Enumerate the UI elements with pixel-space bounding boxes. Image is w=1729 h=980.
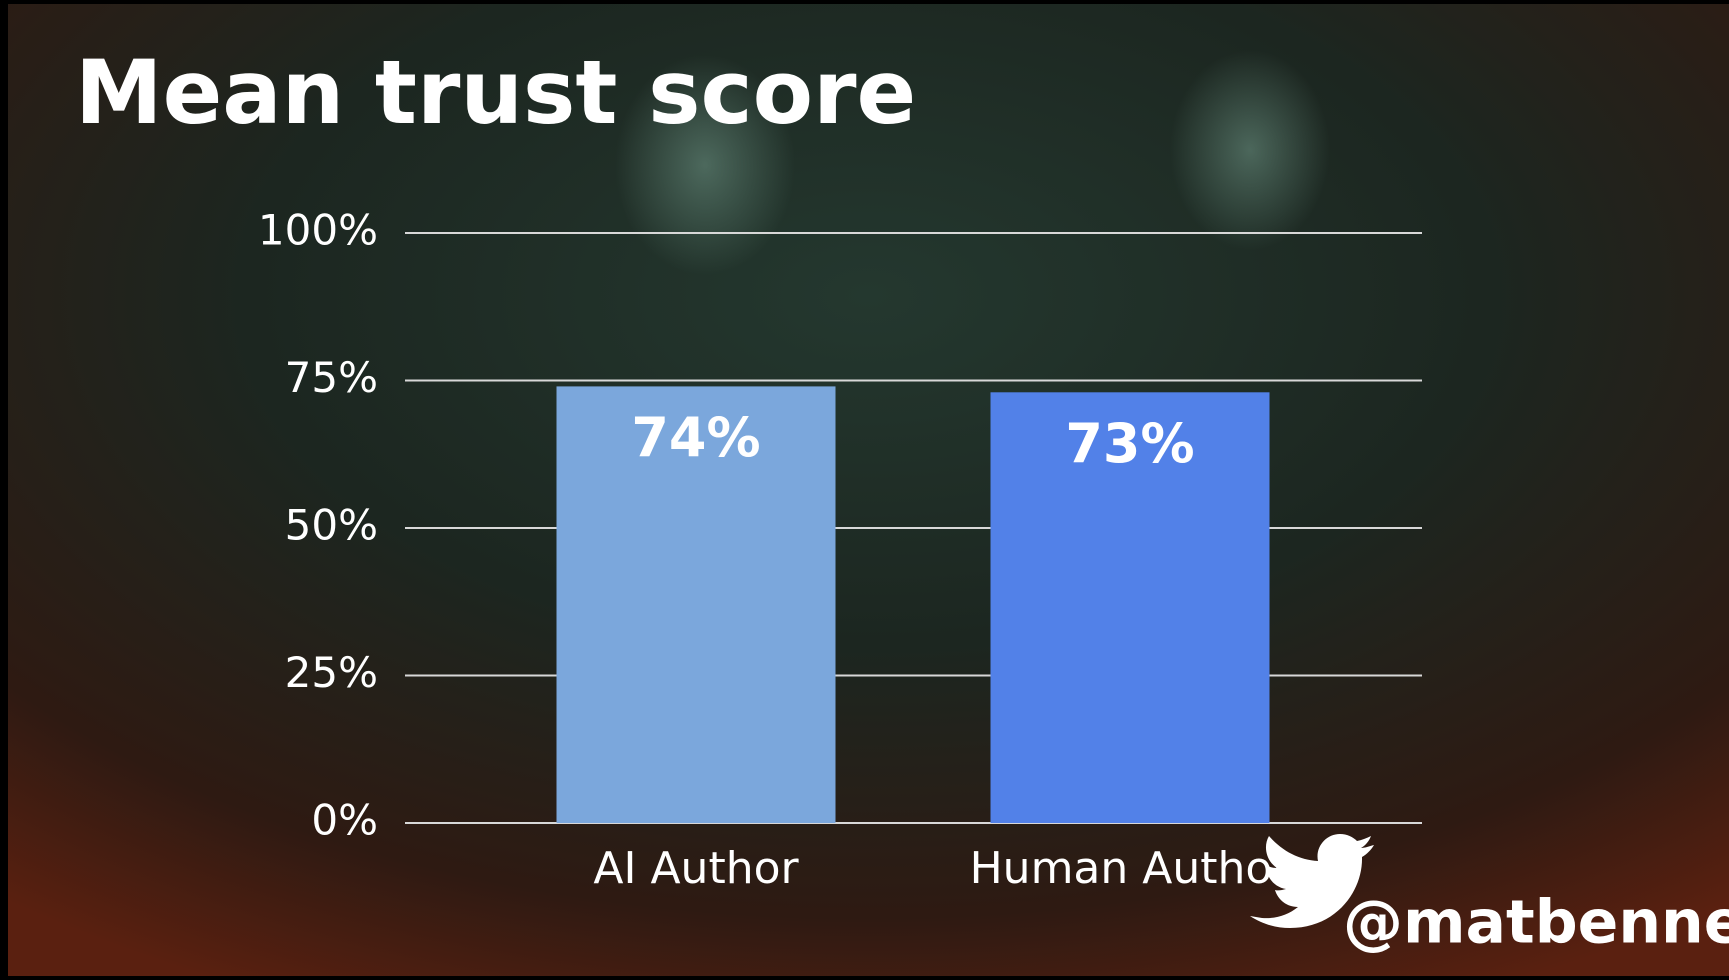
background bbox=[8, 4, 1729, 976]
x-tick-label: AI Author bbox=[593, 843, 799, 894]
chart-title: Mean trust score bbox=[75, 41, 916, 144]
handle: @matbennett bbox=[1343, 888, 1729, 958]
y-tick-label: 0% bbox=[311, 796, 378, 845]
value-label: 73% bbox=[1065, 412, 1194, 475]
x-tick-label: Human Author bbox=[970, 843, 1292, 894]
chart: Mean trust score @matbennett 0% 25% 50% 75%… bbox=[0, 0, 1729, 980]
y-tick-label: 75% bbox=[285, 353, 378, 402]
y-tick-label: 25% bbox=[285, 648, 378, 697]
y-tick-label: 100% bbox=[258, 206, 378, 255]
y-tick-label: 50% bbox=[285, 501, 378, 550]
page: Mean trust score @matbennett 0% 25% 50% 75%… bbox=[0, 0, 1729, 980]
background-glow bbox=[1170, 50, 1330, 250]
value-label: 74% bbox=[631, 406, 760, 469]
